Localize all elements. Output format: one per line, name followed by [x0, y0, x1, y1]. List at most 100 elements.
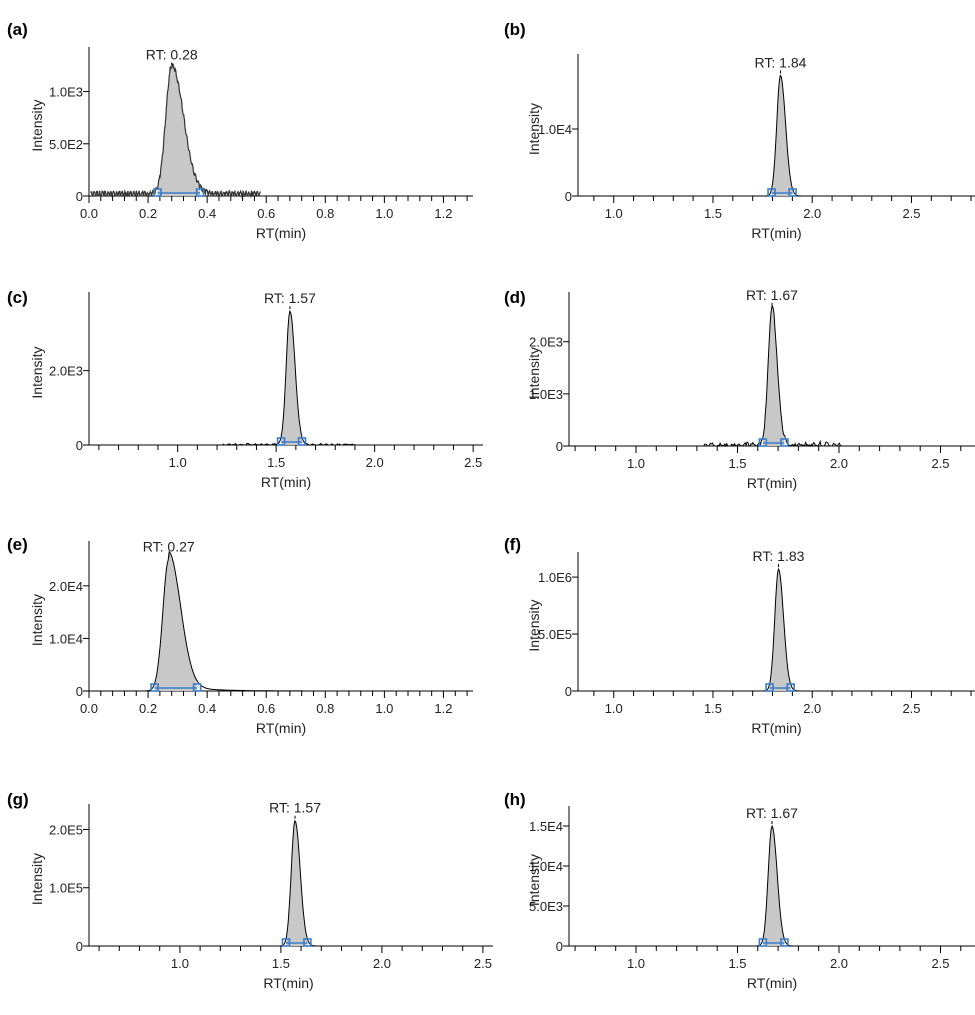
- y-tick-label: 0: [76, 438, 83, 453]
- x-tick-label: 2.5: [931, 456, 949, 471]
- panel-c: (c) 1.0 1.5 2.0 2.5 0 2.0E3 RT(min) Intensity RT:…: [7, 288, 483, 490]
- peak-rt-label: RT: 1.57: [264, 290, 316, 306]
- y-tick-label: 0: [565, 684, 572, 699]
- x-tick-label: 2.5: [902, 701, 920, 716]
- panel-e: (e) 0.0 0.2 0.4 0.6 0.8 1.0 1.2 0 1.0E4 2.0E4 RT(mi…: [7, 535, 473, 736]
- chromatogram-trace: [91, 309, 483, 446]
- x-tick-label: 1.0: [169, 455, 187, 470]
- x-tick-label: 2.0: [830, 956, 848, 971]
- chromatogram-trace: [571, 304, 975, 448]
- x-tick-label: 0.8: [316, 701, 334, 716]
- x-axis-label: RT(min): [751, 225, 801, 241]
- x-tick-label: 1.0: [605, 206, 623, 221]
- peak-area: [771, 75, 793, 196]
- y-axis-label: Intensity: [526, 347, 542, 399]
- x-tick-label: 1.0: [375, 701, 393, 716]
- x-tick-label: 1.5: [704, 701, 722, 716]
- peak-rt-label: RT: 1.67: [746, 287, 798, 303]
- y-tick-label: 1.5E4: [529, 819, 563, 834]
- x-tick-label: 2.5: [931, 956, 949, 971]
- y-axis-label: Intensity: [29, 853, 45, 905]
- peak-area: [769, 569, 791, 691]
- x-tick-label: 0.6: [257, 206, 275, 221]
- peak-rt-label: RT: 0.28: [146, 47, 198, 63]
- peak-area: [157, 63, 201, 197]
- y-tick-label: 2.0E4: [49, 579, 83, 594]
- y-tick-label: 1.0E4: [529, 859, 563, 874]
- x-tick-label: 2.0: [803, 206, 821, 221]
- y-tick-label: 2.0E3: [49, 364, 83, 379]
- chromatogram-trace: [580, 567, 975, 692]
- y-tick-label: 1.0E5: [49, 881, 83, 896]
- y-axis-label: Intensity: [526, 599, 542, 651]
- panel-letter: (b): [504, 20, 526, 39]
- peak-rt-label: RT: 0.27: [143, 539, 195, 555]
- peak-area: [762, 305, 785, 446]
- x-tick-label: 1.0: [627, 956, 645, 971]
- y-tick-label: 1.0E3: [49, 85, 83, 100]
- x-tick-label: 2.0: [830, 456, 848, 471]
- panel-letter: (h): [504, 790, 526, 809]
- y-axis-label: Intensity: [29, 346, 45, 398]
- panel-g: (g) 1.0 1.5 2.0 2.5 0 1.0E5 2.0E5 RT(min) Intensi…: [7, 790, 493, 991]
- panel-h: (h) 1.0 1.5 2.0 2.5 0 5.0E3 1.0E4 1.5E4 RT(min) In…: [504, 790, 975, 991]
- x-tick-label: 1.2: [434, 206, 452, 221]
- x-tick-label: 1.0: [627, 456, 645, 471]
- x-tick-label: 0.0: [80, 701, 98, 716]
- panel-f: (f) 1.0 1.5 2.0 2.5 0 5.0E5 1.0E6 RT(min) Intensi…: [504, 535, 975, 736]
- chromatogram-trace: [580, 74, 975, 197]
- chromatogram-trace: [571, 824, 975, 947]
- y-tick-label: 1.0E6: [538, 570, 572, 585]
- peak-area: [281, 311, 302, 445]
- x-tick-label: 0.0: [80, 206, 98, 221]
- x-tick-label: 2.0: [373, 956, 391, 971]
- y-axis-label: Intensity: [29, 99, 45, 151]
- x-tick-label: 2.5: [902, 206, 920, 221]
- panel-a: (a) 0.0 0.2 0.4 0.6 0.8 1.0 1.2 0 5.0E2 1.0E3 RT(mi…: [7, 20, 473, 241]
- x-tick-label: 1.2: [434, 701, 452, 716]
- x-tick-label: 2.0: [803, 701, 821, 716]
- y-axis-label: Intensity: [29, 594, 45, 646]
- chromatogram-trace: [91, 819, 493, 947]
- x-tick-label: 2.0: [366, 455, 384, 470]
- x-tick-label: 2.5: [474, 956, 492, 971]
- x-tick-label: 0.8: [316, 206, 334, 221]
- peak-area: [762, 826, 785, 946]
- peak-area: [286, 820, 308, 946]
- y-tick-label: 5.0E5: [538, 627, 572, 642]
- x-tick-label: 0.2: [139, 701, 157, 716]
- x-tick-label: 1.5: [272, 956, 290, 971]
- y-tick-label: 1.0E4: [49, 631, 83, 646]
- panel-letter: (e): [7, 535, 28, 554]
- y-tick-label: 0: [565, 189, 572, 204]
- peak-rt-label: RT: 1.67: [746, 805, 798, 821]
- y-tick-label: 1.0E3: [529, 387, 563, 402]
- x-axis-label: RT(min): [747, 975, 797, 991]
- y-tick-label: 1.0E4: [538, 122, 572, 137]
- x-tick-label: 0.4: [198, 701, 216, 716]
- x-tick-label: 0.2: [139, 206, 157, 221]
- x-tick-label: 2.5: [464, 455, 482, 470]
- peak-rt-label: RT: 1.57: [269, 800, 321, 816]
- y-tick-label: 0: [76, 939, 83, 954]
- panel-b: (b) 1.0 1.5 2.0 2.5 0 1.0E4 RT(min) Intensity RT:…: [504, 20, 975, 241]
- y-axis-label: Intensity: [526, 854, 542, 906]
- x-tick-label: 0.4: [198, 206, 216, 221]
- y-tick-label: 5.0E2: [49, 137, 83, 152]
- panel-letter: (a): [7, 20, 28, 39]
- y-tick-label: 0: [76, 684, 83, 699]
- x-tick-label: 1.5: [728, 956, 746, 971]
- panel-letter: (c): [7, 288, 28, 307]
- chromatogram-trace: [90, 63, 261, 199]
- chromatogram-trace: [90, 550, 473, 692]
- y-tick-label: 2.0E3: [529, 335, 563, 350]
- panel-letter: (f): [504, 535, 521, 554]
- x-tick-label: 1.5: [267, 455, 285, 470]
- y-tick-label: 0: [556, 939, 563, 954]
- y-tick-label: 5.0E3: [529, 899, 563, 914]
- peak-rt-label: RT: 1.83: [753, 548, 805, 564]
- x-axis-label: RT(min): [263, 975, 313, 991]
- x-tick-label: 1.0: [605, 701, 623, 716]
- x-axis-label: RT(min): [747, 475, 797, 491]
